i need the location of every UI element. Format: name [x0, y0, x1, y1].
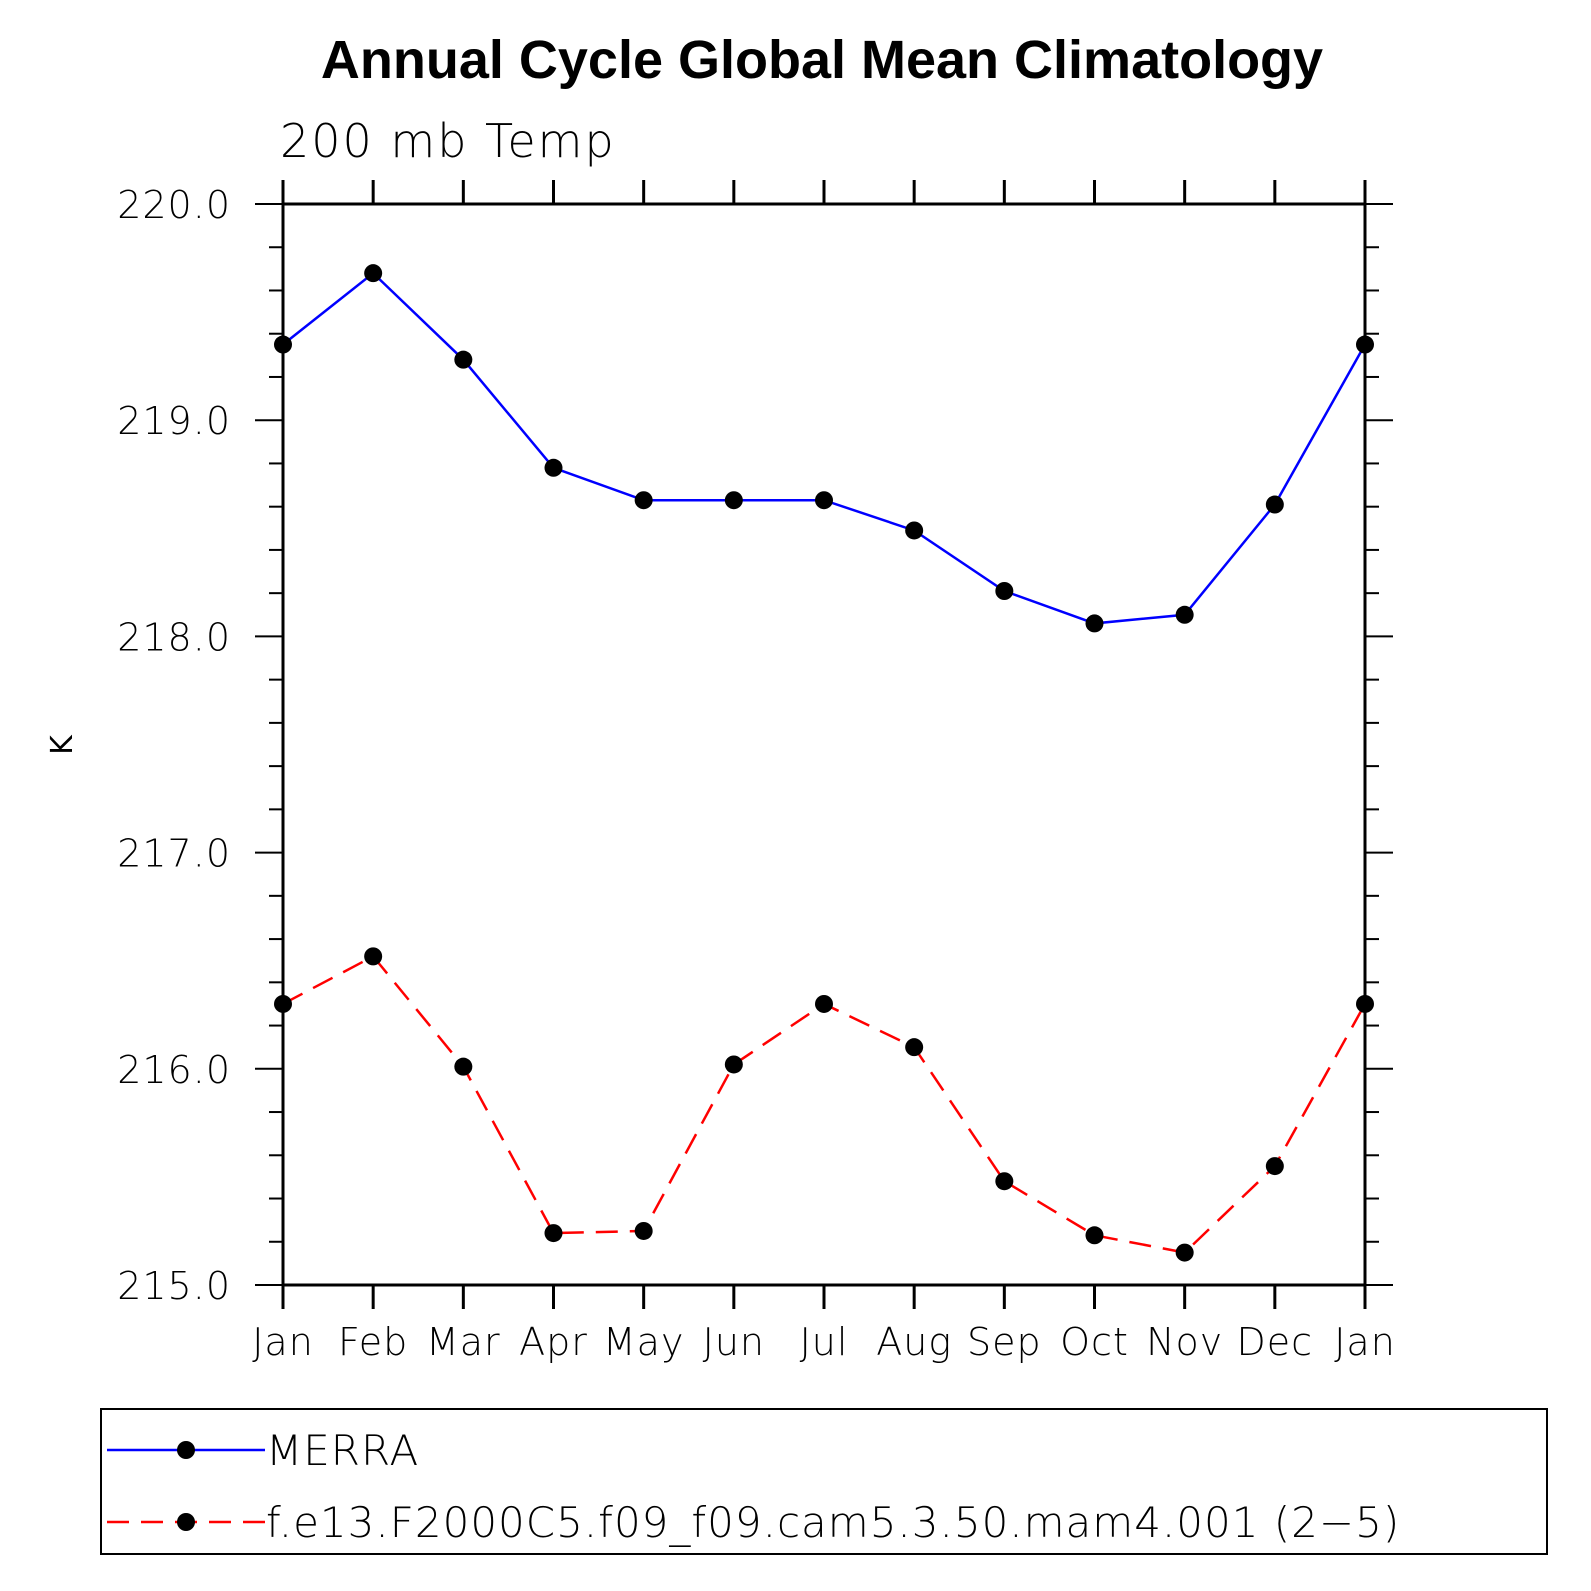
- y-tick-label: 215.0: [117, 1264, 231, 1308]
- chart-title: Annual Cycle Global Mean Climatology: [321, 30, 1323, 90]
- x-tick-label: Sep: [967, 1320, 1042, 1364]
- data-point: [905, 521, 924, 540]
- data-point: [634, 1221, 653, 1240]
- data-point: [274, 335, 292, 354]
- data-point: [544, 1224, 563, 1243]
- data-point: [454, 1057, 473, 1076]
- data-point: [815, 491, 833, 510]
- data-point: [815, 994, 833, 1013]
- x-tick-label: Jan: [1334, 1320, 1396, 1364]
- data-point: [724, 1055, 743, 1074]
- data-point: [995, 1172, 1014, 1191]
- legend-label-1: MERRA: [266, 1426, 419, 1475]
- data-point: [724, 491, 743, 510]
- legend-box: [100, 1408, 1548, 1555]
- series-layer: [274, 264, 1374, 1262]
- legend-label-2: f.e13.F2000C5.f09_f09.cam5.3.50.mam4.001…: [266, 1498, 1400, 1547]
- x-tick-label: Jun: [703, 1320, 765, 1364]
- data-point: [1265, 495, 1284, 514]
- data-point: [274, 994, 292, 1013]
- x-tick-label: Aug: [876, 1320, 952, 1364]
- y-tick-label: 217.0: [117, 832, 231, 876]
- data-point: [995, 581, 1014, 600]
- x-tick-label: Jul: [800, 1320, 849, 1364]
- series-line-1: [282, 271, 1367, 625]
- data-point: [1085, 614, 1104, 633]
- data-point: [1356, 994, 1374, 1013]
- axis-ticks: Jan Feb Mar Apr May Jun Jul Aug Sep Oct Nov Dec Jan 2…: [117, 180, 1396, 1364]
- x-tick-label: Oct: [1060, 1320, 1129, 1364]
- x-tick-label: Nov: [1146, 1320, 1223, 1364]
- x-tick-label: Jan: [252, 1320, 314, 1364]
- data-point: [364, 947, 383, 966]
- x-tick-label: May: [603, 1320, 685, 1364]
- legend-marker: [177, 1441, 195, 1459]
- data-point: [1175, 605, 1194, 624]
- x-tick-label: Feb: [338, 1320, 408, 1364]
- y-tick-label: 218.0: [117, 615, 231, 659]
- x-tick-label: Apr: [519, 1320, 588, 1364]
- chart-subtitle: 200 mb Temp: [280, 114, 616, 168]
- data-point: [905, 1038, 924, 1057]
- y-tick-label: 220.0: [117, 183, 231, 227]
- y-tick-label: 219.0: [117, 399, 231, 443]
- x-tick-label: Mar: [426, 1320, 501, 1364]
- plot-frame: [281, 202, 1367, 1287]
- y-tick-label: 216.0: [117, 1048, 231, 1092]
- data-point: [1085, 1226, 1104, 1245]
- data-point: [1175, 1243, 1194, 1262]
- data-point: [364, 264, 383, 283]
- data-point: [454, 350, 473, 369]
- legend: MERRA f.e13.F2000C5.f09_f09.cam5.3.50.mam…: [100, 1408, 1548, 1555]
- data-point: [1356, 335, 1374, 354]
- data-point: [634, 491, 653, 510]
- data-point: [544, 458, 563, 477]
- data-point: [1265, 1157, 1284, 1176]
- legend-marker: [177, 1513, 195, 1531]
- y-axis-label: K: [45, 734, 80, 755]
- x-tick-label: Dec: [1237, 1320, 1314, 1364]
